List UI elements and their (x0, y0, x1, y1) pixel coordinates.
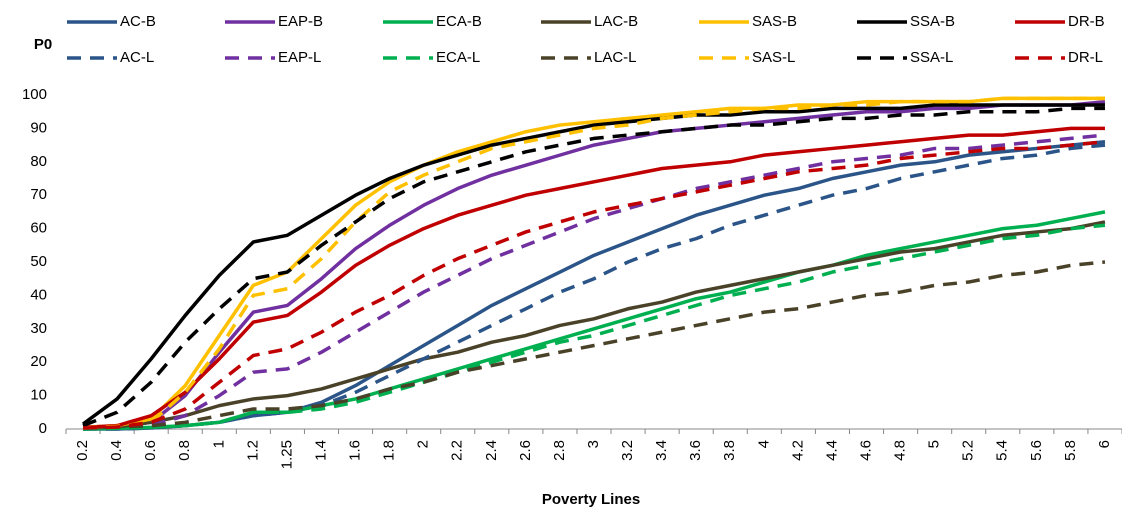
legend-label: LAC-B (594, 13, 638, 30)
x-tick-label: 3.6 (687, 440, 704, 461)
x-tick-label: 0.6 (142, 440, 159, 461)
legend-label: EAP-L (278, 49, 321, 66)
series-line (82, 223, 1106, 431)
y-tick-label: 70 (30, 186, 47, 203)
x-tick-label: 1 (210, 440, 227, 448)
x-tick-label: 4.4 (823, 440, 840, 461)
series-line (82, 96, 1105, 430)
legend-label: AC-L (120, 49, 154, 66)
x-tick-label: 5.8 (1062, 440, 1079, 461)
x-tick-label: 3.8 (721, 440, 738, 461)
x-tick-label: 2 (415, 440, 432, 448)
x-tick-label: 1.8 (381, 440, 398, 461)
x-tick-label: 2.2 (449, 440, 466, 461)
x-tick-label: 4.8 (892, 440, 909, 461)
series-line (83, 143, 1106, 431)
y-tick-label: 100 (22, 86, 47, 103)
x-tick-label: 2.4 (483, 440, 500, 461)
series-line (82, 96, 1105, 430)
x-tick-label: 0.4 (108, 440, 125, 461)
y-tick-label: 10 (30, 387, 47, 404)
x-tick-label: 5.6 (1028, 440, 1045, 461)
x-tick-label: 2.6 (517, 440, 534, 461)
x-tick-label: 5.2 (960, 440, 977, 461)
x-tick-label: 5 (926, 440, 943, 448)
legend-label: EAP-B (278, 13, 323, 30)
legend-label: AC-B (120, 13, 156, 30)
x-tick-label: 2.8 (551, 440, 568, 461)
y-tick-label: 30 (30, 320, 47, 337)
x-tick-label: 0.2 (74, 440, 91, 461)
series-line (82, 106, 1105, 428)
legend-label: LAC-L (594, 49, 637, 66)
y-tick-label: 80 (30, 153, 47, 170)
y-tick-label: 20 (30, 353, 47, 370)
legend-label: ECA-B (436, 13, 482, 30)
series-line (82, 220, 1106, 430)
series-line (81, 103, 1105, 426)
x-tick-label: 0.8 (176, 440, 193, 461)
x-tick-label: 3.2 (619, 440, 636, 461)
series-line (82, 260, 1106, 430)
x-tick-label: 6 (1096, 440, 1113, 448)
x-tick-label: 3.4 (653, 440, 670, 461)
y-tick-label: 40 (30, 286, 47, 303)
x-axis-title: Poverty Lines (542, 491, 640, 508)
x-tick-label: 5.4 (994, 440, 1011, 461)
series-line (82, 99, 1106, 430)
x-tick-label: 1.6 (347, 440, 364, 461)
x-tick-label: 4 (755, 440, 772, 448)
x-tick-label: 3 (585, 440, 602, 448)
y-axis-title: P0 (34, 36, 52, 53)
series-line (82, 140, 1106, 430)
series-line (82, 126, 1105, 430)
x-tick-label: 1.25 (278, 440, 295, 469)
legend-label: SAS-B (752, 13, 797, 30)
y-tick-label: 0 (39, 420, 47, 437)
y-tick-label: 50 (30, 253, 47, 270)
y-tick-label: 60 (30, 220, 47, 237)
x-tick-label: 1.2 (244, 440, 261, 461)
series-line (82, 133, 1106, 430)
x-tick-label: 1.4 (312, 440, 329, 461)
y-tick-label: 90 (30, 119, 47, 136)
x-tick-label: 4.6 (857, 440, 874, 461)
legend-label: DR-L (1068, 49, 1103, 66)
legend-label: SSA-B (910, 13, 955, 30)
legend-label: ECA-L (436, 49, 480, 66)
x-tick-label: 4.2 (789, 440, 806, 461)
legend-label: DR-B (1068, 13, 1105, 30)
legend-label: SAS-L (752, 49, 795, 66)
legend-label: SSA-L (910, 49, 953, 66)
